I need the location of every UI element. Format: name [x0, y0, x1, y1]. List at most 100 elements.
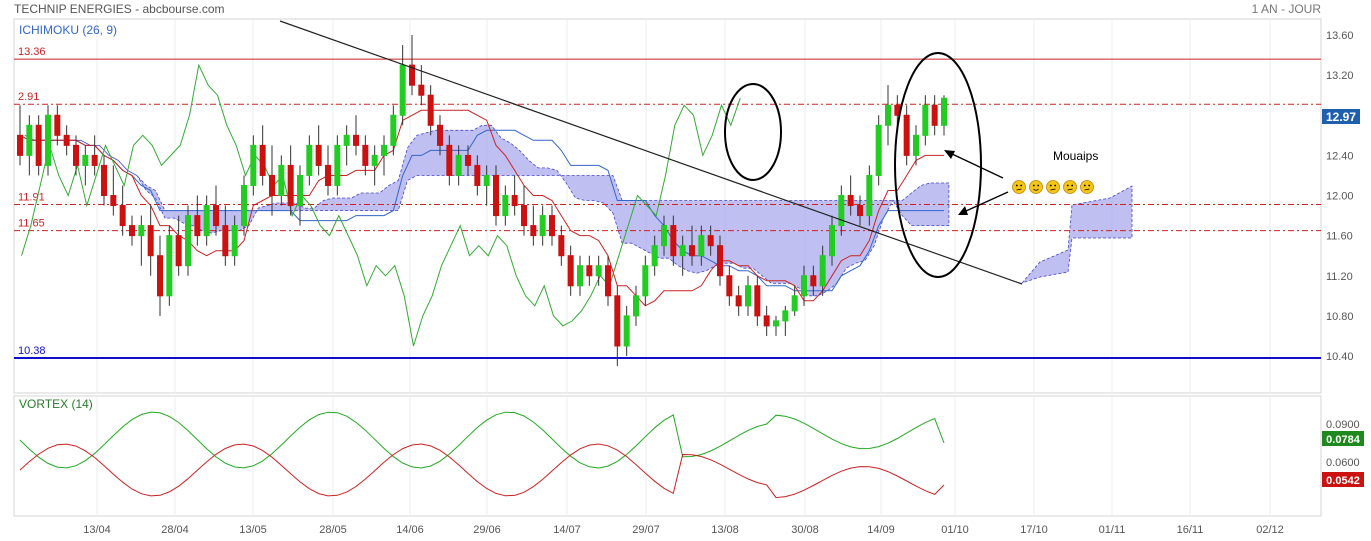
candle	[185, 205, 191, 276]
emoji-face	[1029, 180, 1043, 194]
candle-body	[63, 134, 70, 146]
chikou-line	[21, 63, 741, 347]
candle	[931, 95, 938, 136]
candle	[390, 105, 397, 156]
candle-body	[446, 144, 453, 176]
candle	[371, 145, 378, 186]
candle	[213, 185, 219, 236]
candles	[17, 35, 947, 367]
candle	[829, 215, 835, 266]
candle-body	[119, 205, 126, 227]
candle	[838, 185, 845, 236]
candle	[353, 115, 359, 156]
chart-title: TECHNIP ENERGIES - abcbourse.com	[14, 2, 225, 16]
candle-body	[91, 154, 98, 166]
candle	[922, 95, 929, 146]
candle-body	[297, 174, 303, 207]
candle-body	[586, 265, 593, 277]
candle	[810, 265, 817, 296]
candle-body	[325, 164, 331, 186]
candle-body	[913, 134, 919, 156]
candle	[819, 245, 826, 296]
x-tick-label: 13/05	[239, 524, 267, 536]
emoji-circle	[1029, 180, 1043, 194]
candle-body	[689, 245, 695, 257]
emoji-face	[1046, 180, 1060, 194]
period-label[interactable]: 1 AN - JOUR	[1252, 2, 1322, 16]
arrow-lower-head	[958, 206, 968, 215]
candle-body	[511, 195, 518, 207]
arrow-upper-head	[944, 150, 955, 159]
candle	[549, 205, 555, 246]
candle-body	[829, 225, 835, 257]
vi-plus-value: 0.0784	[1326, 434, 1361, 446]
emoji-mouth	[1016, 188, 1022, 191]
candle	[502, 185, 509, 226]
candle	[586, 255, 593, 286]
x-axis: 13/04 28/04 13/05 28/05 14/06 29/06 14/07 29/07…	[83, 524, 1284, 536]
candle	[605, 255, 611, 306]
candle-body	[754, 285, 761, 317]
candle	[250, 135, 257, 196]
candle	[73, 135, 79, 176]
x-tick-label: 30/08	[791, 524, 819, 536]
main-panel-frame	[13, 18, 1322, 394]
candle-body	[455, 154, 462, 176]
x-tick-label: 16/11	[1177, 524, 1204, 536]
y-tick-label: 12.00	[1326, 191, 1354, 203]
candle	[717, 235, 723, 286]
candle-body	[782, 310, 789, 322]
candle	[754, 275, 761, 326]
candle-body	[642, 265, 649, 297]
candle	[17, 105, 23, 166]
candle	[633, 285, 639, 326]
emoji-face	[1012, 180, 1026, 194]
candle-body	[334, 144, 341, 186]
candle	[558, 225, 565, 266]
candle-body	[502, 195, 509, 217]
candle	[941, 95, 947, 136]
candle	[773, 315, 779, 336]
candle	[679, 235, 686, 276]
candle	[735, 285, 742, 316]
x-tick-label: 14/06	[396, 524, 424, 536]
candle-body	[605, 265, 611, 297]
candle-body	[763, 315, 770, 327]
emoji-eye	[1015, 184, 1018, 187]
x-tick-label: 28/05	[319, 524, 347, 536]
candle-body	[773, 320, 779, 327]
candle-body	[679, 245, 686, 257]
candle	[278, 155, 285, 206]
candle-body	[745, 285, 751, 307]
candle	[483, 165, 490, 206]
last-price-value: 12.97	[1326, 110, 1356, 124]
candle-body	[250, 144, 257, 186]
candle-body	[558, 235, 565, 257]
candle-body	[353, 134, 359, 146]
ichimoku-label: ICHIMOKU (26, 9)	[19, 23, 117, 37]
candle-body	[129, 225, 135, 237]
candle-body	[381, 144, 387, 156]
candle	[409, 35, 415, 96]
candle-body	[166, 235, 173, 297]
candle-body	[698, 235, 705, 257]
emoji-eye	[1049, 184, 1052, 187]
candle-body	[390, 114, 397, 146]
candle	[241, 175, 247, 236]
x-tick-label: 02/12	[1256, 524, 1284, 536]
x-tick-label: 14/07	[553, 524, 581, 536]
candle-body	[101, 164, 107, 197]
candle-body	[875, 124, 882, 176]
candle-body	[651, 245, 658, 267]
y-axis: 13.6013.2012.8012.4012.0011.6011.2010.80…	[1326, 30, 1360, 469]
candle	[194, 195, 201, 246]
kijun-line	[19, 129, 944, 292]
candle	[670, 215, 677, 266]
candle-body	[483, 174, 490, 186]
candle-body	[922, 104, 929, 136]
candle-body	[577, 265, 583, 287]
candle	[801, 265, 807, 306]
indicator-lines	[19, 63, 944, 347]
candle-body	[362, 144, 369, 166]
candle-body	[259, 144, 266, 176]
